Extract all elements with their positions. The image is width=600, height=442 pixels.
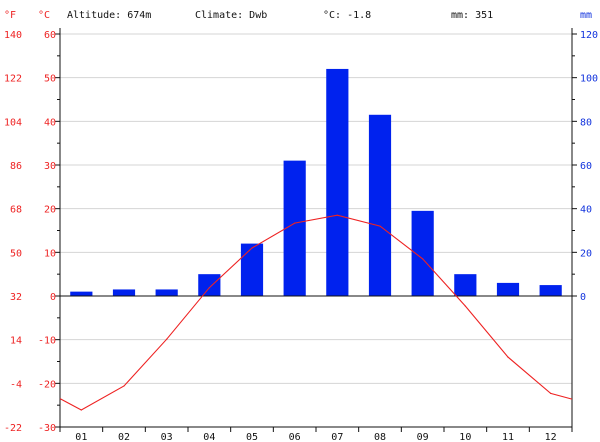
month-label: 05 — [246, 432, 258, 442]
precipitation-tick-label: 100 — [580, 74, 598, 85]
precipitation-tick-label: 40 — [580, 205, 592, 216]
fahrenheit-tick-label: 14 — [10, 336, 22, 347]
month-label: 02 — [118, 432, 130, 442]
precipitation-tick-label: 60 — [580, 161, 592, 172]
precipitation-bar — [326, 68, 349, 296]
average-temperature-label: °C: -1.8 — [323, 10, 371, 21]
precipitation-bar — [454, 274, 477, 296]
temperature-point — [166, 338, 168, 340]
precipitation-tick-label: 80 — [580, 117, 592, 128]
celsius-tick-label: 10 — [44, 248, 56, 259]
fahrenheit-unit-label: °F — [4, 10, 16, 21]
precipitation-bar — [240, 243, 264, 296]
temperature-point — [251, 247, 253, 249]
millimeter-unit-label: mm — [580, 10, 592, 21]
celsius-tick-label: -20 — [38, 379, 56, 390]
axis-labels: 60 140 50 122 40 104 30 86 20 68 10 50 0 32 -10 14 -20 -4… — [4, 30, 598, 442]
grid-lines — [60, 33, 572, 384]
precipitation-bar — [411, 210, 434, 296]
temperature-point — [80, 409, 82, 411]
celsius-tick-label: 60 — [44, 30, 56, 41]
temperature-point — [379, 225, 381, 227]
celsius-tick-label: -30 — [38, 423, 56, 434]
fahrenheit-tick-label: 32 — [10, 292, 22, 303]
fahrenheit-tick-label: 104 — [4, 117, 22, 128]
fahrenheit-tick-label: 140 — [4, 30, 22, 41]
month-label: 04 — [203, 432, 215, 442]
fahrenheit-tick-label: 122 — [4, 74, 22, 85]
precipitation-tick-label: 20 — [580, 248, 592, 259]
temperature-line-layer — [59, 214, 573, 411]
celsius-tick-label: 30 — [44, 161, 56, 172]
precipitation-bar — [496, 282, 520, 296]
month-label: 06 — [289, 432, 301, 442]
fahrenheit-tick-label: -22 — [4, 423, 22, 434]
temperature-point — [336, 214, 338, 216]
precipitation-bar — [539, 285, 562, 296]
month-label: 11 — [502, 432, 514, 442]
celsius-tick-label: 20 — [44, 205, 56, 216]
temperature-point — [208, 287, 210, 289]
month-label: 08 — [374, 432, 386, 442]
axes — [55, 28, 577, 432]
celsius-unit-label: °C — [38, 10, 50, 21]
precipitation-bar — [155, 289, 178, 296]
temperature-point — [507, 356, 509, 358]
month-label: 10 — [459, 432, 471, 442]
fahrenheit-tick-label: 86 — [10, 161, 22, 172]
precipitation-bar — [112, 289, 136, 296]
temperature-point — [464, 305, 466, 307]
climate-label: Climate: Dwb — [195, 10, 267, 21]
precipitation-tick-label: 0 — [580, 292, 586, 303]
month-label: 03 — [161, 432, 173, 442]
celsius-tick-label: 40 — [44, 117, 56, 128]
altitude-label: Altitude: 674m — [67, 10, 151, 21]
precipitation-bar — [368, 114, 392, 297]
temperature-point — [550, 392, 552, 394]
fahrenheit-tick-label: 50 — [10, 248, 22, 259]
precipitation-bar — [283, 160, 306, 296]
temperature-point — [123, 385, 125, 387]
temperature-line — [59, 214, 573, 411]
precipitation-bars — [70, 68, 562, 297]
precipitation-bar — [198, 274, 221, 296]
precipitation-bar — [70, 291, 93, 296]
celsius-tick-label: -10 — [38, 336, 56, 347]
month-label: 01 — [75, 432, 87, 442]
month-label: 07 — [331, 432, 343, 442]
month-label: 09 — [417, 432, 429, 442]
celsius-tick-label: 0 — [50, 292, 56, 303]
fahrenheit-tick-label: -4 — [10, 379, 22, 390]
fahrenheit-tick-label: 68 — [10, 205, 22, 216]
temperature-point — [422, 258, 424, 260]
precipitation-tick-label: 120 — [580, 30, 598, 41]
celsius-tick-label: 50 — [44, 74, 56, 85]
month-label: 12 — [545, 432, 557, 442]
temperature-point — [294, 222, 296, 224]
total-precipitation-label: mm: 351 — [451, 10, 493, 21]
